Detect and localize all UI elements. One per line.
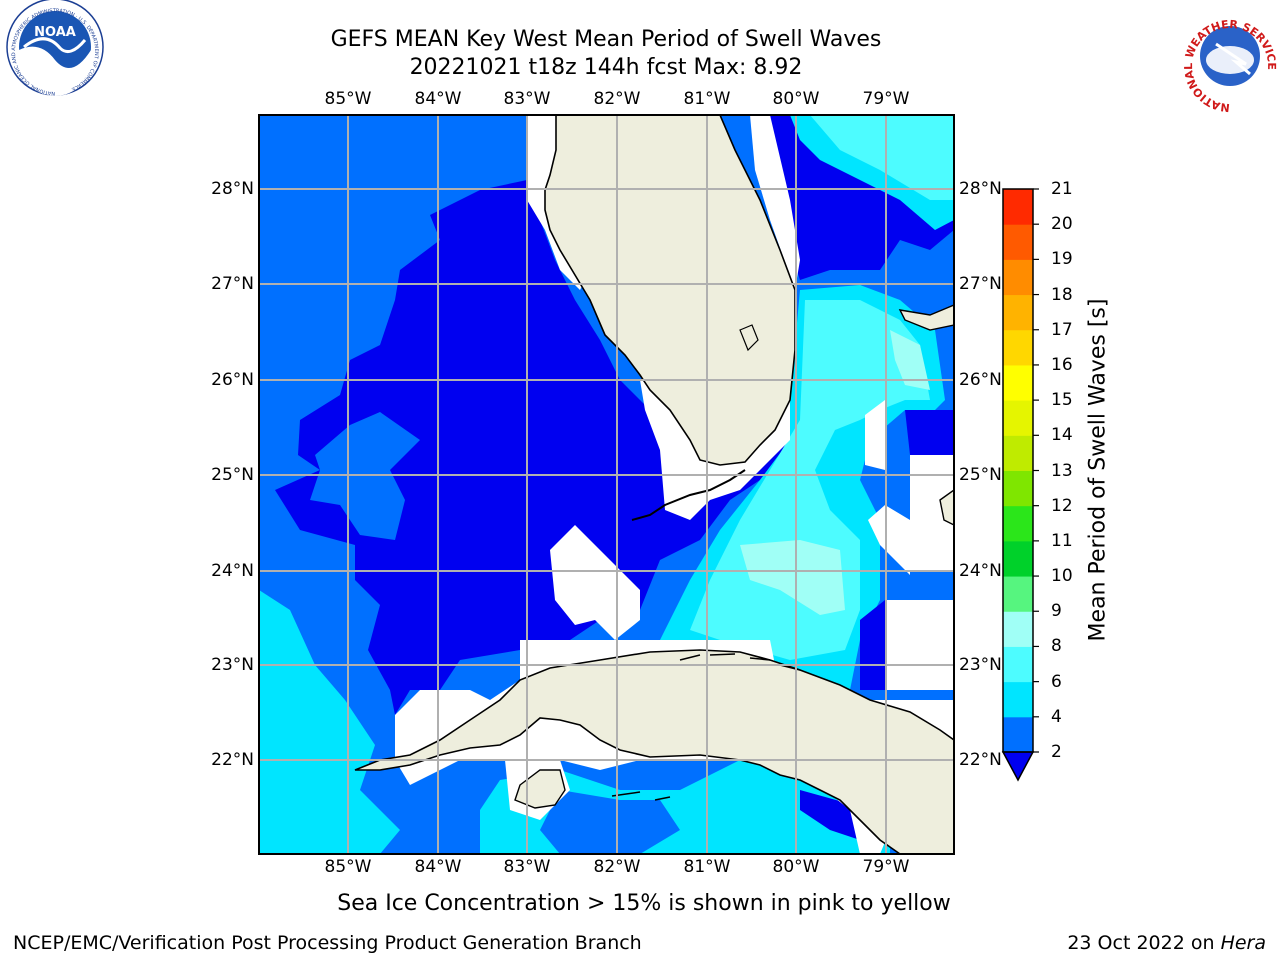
noaa-logo: NOAA NATIONAL OCEANIC AND ATMOSPHERIC AD… <box>6 0 104 96</box>
land-andros <box>939 489 954 526</box>
lon-label-bottom: 80°W <box>772 857 820 877</box>
colorbar-tick-label: 18 <box>1051 284 1073 305</box>
colorbar-tick-label: 21 <box>1051 179 1073 199</box>
lon-label-top: 85°W <box>324 89 372 109</box>
lat-label-left: 27°N <box>211 274 254 294</box>
lake-okeechobee <box>739 324 759 352</box>
colorbar-extend-triangle <box>1001 751 1035 782</box>
swell-under-2s-cuba-east <box>860 600 885 690</box>
colorbar-segment <box>1003 364 1033 401</box>
lon-label-top: 81°W <box>683 89 731 109</box>
cuba-north-keys <box>679 653 801 671</box>
date-stamp: 23 Oct 2022 on Hera <box>1067 932 1266 954</box>
colorbar-tick-label: 13 <box>1051 460 1073 481</box>
colorbar-segment <box>1003 329 1033 366</box>
machine-name: Hera <box>1220 932 1266 954</box>
colorbar-segment <box>1003 681 1033 718</box>
colorbar-segment <box>1003 189 1033 225</box>
lon-label-top: 82°W <box>593 89 641 109</box>
lon-label-bottom: 81°W <box>683 857 731 877</box>
chart-title: GEFS MEAN Key West Mean Period of Swell … <box>330 27 882 52</box>
swell-8-9s-straits-south <box>740 540 845 615</box>
colorbar-tick-label: 17 <box>1051 319 1073 340</box>
lon-label-bottom: 79°W <box>862 857 910 877</box>
colorbar-tick-label: 15 <box>1051 390 1073 411</box>
lon-label-bottom: 84°W <box>414 857 462 877</box>
lat-label-left: 28°N <box>211 179 254 199</box>
lat-label-left: 24°N <box>211 561 254 581</box>
nws-logo: NATIONAL WEATHER SERVICE <box>1182 8 1278 114</box>
colorbar-tick-label: 14 <box>1051 425 1073 446</box>
lon-label-bottom: 85°W <box>324 857 372 877</box>
sea-ice-note-text: Sea Ice Concentration > 15% is shown in … <box>337 891 951 916</box>
lon-label-top: 83°W <box>503 89 551 109</box>
colorbar-tick-label: 4 <box>1051 706 1062 727</box>
colorbar-tick-label: 9 <box>1051 601 1062 622</box>
lat-label-right: 22°N <box>959 750 1002 770</box>
colorbar-segment <box>1003 259 1033 296</box>
land-florida <box>544 115 796 466</box>
lat-label-right: 26°N <box>959 370 1002 390</box>
sea-ice-note: Sea Ice Concentration > 15% is shown in … <box>0 891 1280 916</box>
colorbar-tick-label: 11 <box>1051 530 1073 551</box>
swell-under-2s-bahamas <box>905 410 954 455</box>
land-grand-bahama <box>898 304 954 331</box>
swell-under-2s-gulf <box>275 115 790 715</box>
lat-label-right: 23°N <box>959 655 1002 675</box>
graticule <box>259 115 954 854</box>
credit-text: NCEP/EMC/Verification Post Processing Pr… <box>13 932 642 954</box>
colorbar <box>1001 188 1039 782</box>
colorbar-tick-label: 20 <box>1051 214 1073 235</box>
swell-6-8s-atlantic-north <box>810 115 954 200</box>
colorbar-segment <box>1003 224 1033 260</box>
lon-label-bottom: 83°W <box>503 857 551 877</box>
lat-label-left: 25°N <box>211 465 254 485</box>
swell-2-4s-south-cuba <box>540 790 680 854</box>
colorbar-segment <box>1003 294 1033 331</box>
colorbar-segment <box>1003 646 1033 683</box>
lat-label-left: 26°N <box>211 370 254 390</box>
lon-label-top: 79°W <box>862 89 910 109</box>
lat-label-right: 25°N <box>959 465 1002 485</box>
lat-label-left: 23°N <box>211 655 254 675</box>
colorbar-tick-label: 6 <box>1051 671 1062 692</box>
colorbar-segment <box>1003 611 1033 647</box>
colorbar-segment <box>1003 540 1033 577</box>
florida-keys <box>631 469 746 521</box>
swell-8-9s-straits <box>890 330 930 390</box>
colorbar-tick-label: 10 <box>1051 566 1073 587</box>
colorbar-segment <box>1003 505 1033 542</box>
chart-subtitle: 20221021 t18z 144h fcst Max: 8.92 <box>409 55 803 80</box>
lon-label-top: 80°W <box>772 89 820 109</box>
colorbar-tick-label: 8 <box>1051 636 1062 657</box>
colorbar-segment <box>1003 435 1033 471</box>
date-text: 23 Oct 2022 on <box>1067 932 1221 954</box>
swell-4-6s-lower-left <box>259 590 400 854</box>
lat-label-right: 27°N <box>959 274 1002 294</box>
colorbar-segment <box>1003 470 1033 507</box>
colorbar-segment <box>1003 576 1033 612</box>
colorbar-tick-label: 19 <box>1051 249 1073 270</box>
lon-label-top: 84°W <box>414 89 462 109</box>
land-cuba <box>354 649 954 854</box>
lat-label-right: 28°N <box>959 179 1002 199</box>
noaa-logo-text: NOAA <box>34 25 76 40</box>
colorbar-label: Mean Period of Swell Waves [s] <box>1085 298 1111 642</box>
lat-label-left: 22°N <box>211 750 254 770</box>
lat-label-right: 24°N <box>959 561 1002 581</box>
colorbar-segment <box>1003 400 1033 436</box>
map-frame <box>258 114 955 855</box>
colorbar-segment <box>1003 716 1033 753</box>
lon-label-bottom: 82°W <box>593 857 641 877</box>
colorbar-tick-label: 16 <box>1051 354 1073 375</box>
colorbar-tick-label: 2 <box>1051 742 1062 762</box>
colorbar-tick-label: 12 <box>1051 495 1073 516</box>
